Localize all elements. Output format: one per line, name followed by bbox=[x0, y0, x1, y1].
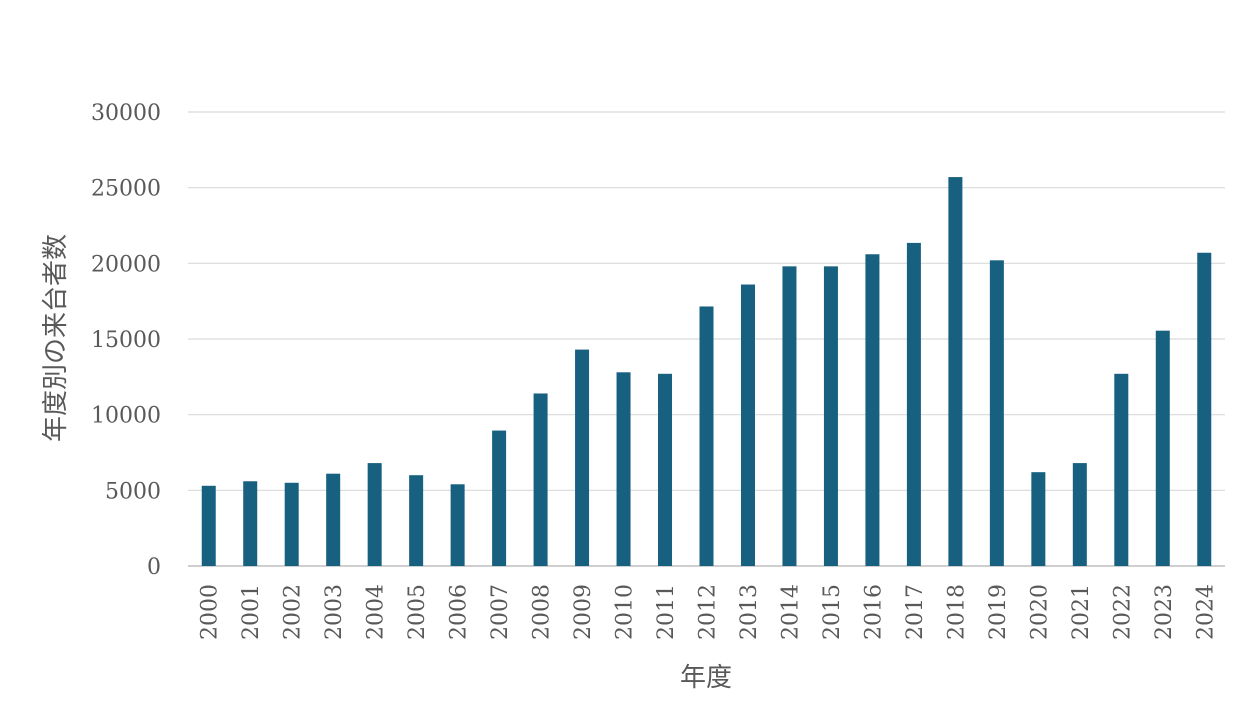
x-tick-label: 2013 bbox=[737, 584, 762, 640]
x-tick-label: 2023 bbox=[1152, 584, 1177, 640]
x-tick-label: 2002 bbox=[281, 584, 306, 640]
x-tick-label: 2017 bbox=[903, 584, 928, 640]
x-tick-label: 2003 bbox=[322, 584, 347, 640]
y-tick-label: 20000 bbox=[91, 252, 161, 277]
bar-2006 bbox=[450, 484, 465, 566]
x-tick-label: 2016 bbox=[861, 584, 886, 640]
y-tick-labels: 0 5000 10000 15000 20000 25000 30000 bbox=[91, 101, 161, 580]
bar-2001 bbox=[243, 481, 258, 566]
x-tick-label: 2000 bbox=[198, 584, 223, 640]
x-tick-label: 2004 bbox=[364, 584, 389, 640]
x-tick-label: 2019 bbox=[986, 584, 1011, 640]
bar-2015 bbox=[823, 266, 838, 566]
bar-2012 bbox=[699, 306, 714, 566]
bar-2007 bbox=[492, 430, 507, 566]
bar-2019 bbox=[989, 260, 1004, 566]
x-tick-label: 2015 bbox=[820, 584, 845, 640]
x-tick-label: 2022 bbox=[1110, 584, 1135, 640]
x-tick-label: 2024 bbox=[1193, 584, 1218, 640]
x-tick-label: 2012 bbox=[696, 584, 721, 640]
x-tick-label: 2018 bbox=[944, 584, 969, 640]
y-tick-label: 5000 bbox=[105, 479, 161, 504]
bar-2000 bbox=[201, 485, 216, 566]
y-tick-label: 15000 bbox=[91, 328, 161, 353]
bar-2003 bbox=[326, 473, 341, 566]
y-tick-label: 0 bbox=[147, 555, 161, 580]
x-tick-label: 2021 bbox=[1069, 584, 1094, 640]
bar-2018 bbox=[948, 177, 963, 566]
y-axis-title: 年度別の来台者数 bbox=[41, 234, 71, 442]
bar-2004 bbox=[367, 463, 382, 566]
x-tick-label: 2007 bbox=[488, 584, 513, 640]
x-axis-title: 年度 bbox=[680, 663, 732, 693]
y-tick-label: 30000 bbox=[91, 101, 161, 126]
x-tick-label: 2006 bbox=[447, 584, 472, 640]
bar-2008 bbox=[533, 393, 548, 566]
x-tick-labels: 2000 2001 2002 2003 2004 2005 2006 2007 2008 2009… bbox=[198, 584, 1219, 640]
y-tick-label: 25000 bbox=[91, 177, 161, 202]
bar-2017 bbox=[906, 242, 921, 567]
x-tick-label: 2020 bbox=[1027, 584, 1052, 640]
bar-2009 bbox=[575, 349, 590, 566]
bar-2011 bbox=[658, 373, 673, 566]
bar-2021 bbox=[1072, 463, 1087, 566]
x-tick-label: 2011 bbox=[654, 584, 679, 640]
bar-2023 bbox=[1155, 330, 1170, 566]
gridlines bbox=[188, 111, 1225, 567]
bar-2002 bbox=[284, 482, 299, 566]
bar-2016 bbox=[865, 254, 880, 566]
bar-2014 bbox=[782, 266, 797, 566]
y-tick-label: 10000 bbox=[91, 404, 161, 429]
bar-2024 bbox=[1197, 252, 1212, 567]
x-tick-label: 2010 bbox=[613, 584, 638, 640]
bar-2020 bbox=[1031, 472, 1046, 566]
x-tick-label: 2001 bbox=[239, 584, 264, 640]
x-tick-label: 2014 bbox=[778, 584, 803, 640]
x-tick-label: 2008 bbox=[530, 584, 555, 640]
bar-2022 bbox=[1114, 373, 1129, 566]
bars bbox=[201, 177, 1212, 567]
bar-2013 bbox=[740, 284, 755, 566]
x-tick-label: 2005 bbox=[405, 584, 430, 640]
bar-2010 bbox=[616, 372, 631, 566]
bar-2005 bbox=[409, 475, 424, 566]
x-tick-label: 2009 bbox=[571, 584, 596, 640]
